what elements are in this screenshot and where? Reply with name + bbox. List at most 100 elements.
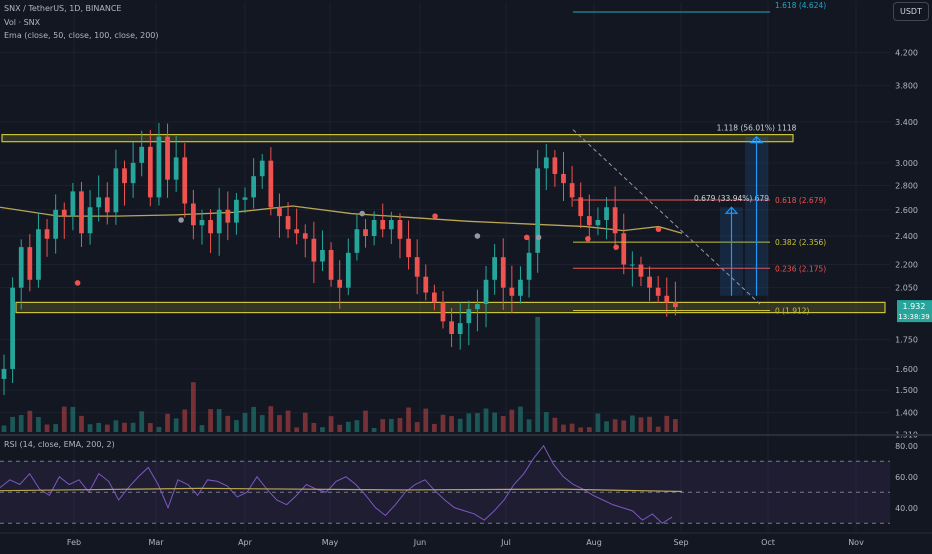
candle-body <box>10 287 15 369</box>
volume-bar <box>10 416 15 432</box>
volume-bar <box>191 382 196 432</box>
rsi-legend[interactable]: RSI (14, close, EMA, 200, 2) <box>4 440 115 449</box>
candle-body <box>595 220 601 226</box>
volume-bar <box>242 412 248 432</box>
candle-body <box>586 216 592 226</box>
time-axis-tick-label: Mar <box>148 538 164 547</box>
candle-body <box>191 203 196 226</box>
time-axis-tick-label: Jul <box>500 538 511 547</box>
ema-legend[interactable]: Ema (close, 50, close, 100, close, 200) <box>4 31 159 40</box>
volume-bar <box>337 424 343 432</box>
candle-body <box>311 238 317 262</box>
candle-body <box>328 249 334 280</box>
volume-bar <box>595 413 601 432</box>
volume-bar <box>130 422 136 432</box>
volume-bar <box>208 409 213 432</box>
volume-bar <box>354 420 360 432</box>
time-axis-tick-label: Aug <box>586 538 602 547</box>
price-axis-tick-label: 2.200 <box>895 261 918 270</box>
candle-body <box>388 220 394 230</box>
symbol-legend[interactable]: SNX / TetherUS, 1D, BINANCE <box>4 4 122 13</box>
candle-body <box>664 295 670 303</box>
candle-body <box>543 157 549 169</box>
price-axis-tick-label: 2.600 <box>895 206 918 215</box>
candle-body <box>354 229 360 253</box>
price-axis-tick-label: 2.800 <box>895 181 918 190</box>
ema-cross-marker <box>474 233 481 239</box>
candle-body <box>569 183 575 198</box>
candle-body <box>561 173 566 184</box>
candle-body <box>156 136 162 198</box>
volume-bar <box>655 426 661 432</box>
volume-bar <box>414 422 420 432</box>
rsi-line <box>0 444 673 524</box>
volume-bar <box>440 414 446 432</box>
currency-button[interactable]: USDT <box>893 2 929 21</box>
ema-cross-marker <box>585 235 591 242</box>
volume-bar <box>380 419 386 432</box>
volume-bar <box>216 409 222 432</box>
volume-bar <box>1 425 7 432</box>
volume-bar <box>268 406 274 432</box>
candle-body <box>285 216 291 230</box>
fib-level-label: 1.618 (4.624) <box>775 1 826 10</box>
volume-bar <box>87 424 93 432</box>
candle-body <box>406 238 411 258</box>
candle-body <box>139 146 145 163</box>
volume-bar <box>36 417 41 432</box>
measure-label: 0.679 (33.94%) 679 <box>694 194 769 203</box>
volume-bar <box>182 409 188 432</box>
candle-body <box>259 160 265 177</box>
last-price-tag <box>897 300 932 323</box>
volume-bar <box>578 427 584 432</box>
candle-body <box>277 207 282 217</box>
candle-body <box>294 229 300 234</box>
volume-bar <box>199 425 205 432</box>
volume-legend[interactable]: Vol · SNX <box>4 18 41 27</box>
volume-bar <box>311 422 317 432</box>
volume-bar <box>561 424 566 432</box>
volume-bar <box>285 410 291 432</box>
candle-body <box>147 146 153 198</box>
volume-bar <box>406 407 411 432</box>
candle-body <box>612 207 618 234</box>
candle-body <box>199 220 205 226</box>
volume-bar <box>139 411 145 432</box>
ema-cross-marker <box>432 213 438 219</box>
candle-body <box>242 197 248 200</box>
volume-bar <box>638 417 644 432</box>
candle-body <box>182 157 188 204</box>
measure-label: 1.118 (56.01%) 1118 <box>717 124 797 133</box>
candle-body <box>552 157 558 174</box>
time-axis-tick-label: Jun <box>413 538 427 547</box>
candle-body <box>302 233 308 239</box>
volume-bar <box>225 415 231 432</box>
candle-body <box>113 168 119 213</box>
volume-bar <box>621 420 627 432</box>
candle-body <box>337 279 343 288</box>
ema-cross-marker <box>359 210 365 217</box>
candle-body <box>423 276 429 293</box>
fib-level-label: 0 (1.912) <box>775 307 810 316</box>
bar-countdown: 13:38:39 <box>898 313 929 321</box>
time-axis-tick-label: Sep <box>673 538 688 547</box>
volume-bar <box>345 421 351 432</box>
candle-body <box>380 220 386 230</box>
price-axis-tick-label: 1.500 <box>895 386 918 395</box>
volume-bar <box>234 420 239 432</box>
ema-cross-marker <box>613 244 619 250</box>
volume-bar <box>647 416 652 432</box>
support-zone <box>15 301 886 314</box>
last-price-value: 1.932 <box>903 302 926 311</box>
candle-body <box>173 157 179 180</box>
candle-body <box>655 287 661 296</box>
candle-body <box>27 247 33 280</box>
volume-bar <box>604 421 609 432</box>
candle-body <box>79 191 84 234</box>
candle-body <box>578 197 584 217</box>
volume-bar <box>423 408 429 432</box>
volume-bar <box>535 316 541 432</box>
candle-body <box>432 292 437 303</box>
